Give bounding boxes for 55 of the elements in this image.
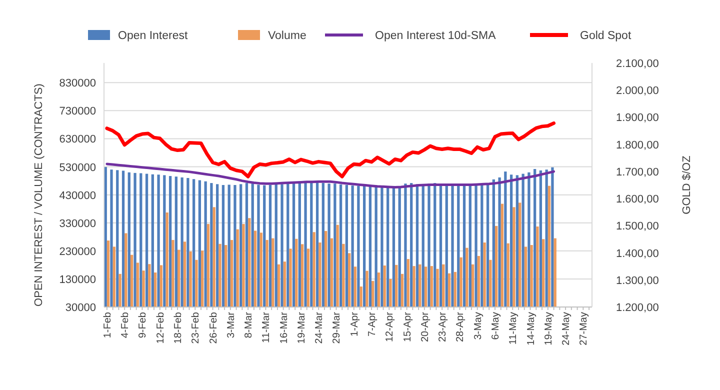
x-tick-label: 20-Apr — [420, 311, 431, 342]
line-series — [106, 162, 556, 188]
x-tick-label: 19-May — [543, 312, 554, 346]
y-tick-label: 130000 — [59, 274, 96, 286]
legend-label: Gold Spot — [580, 30, 632, 42]
y2-axis-title: GOLD $/OZ — [681, 155, 693, 214]
y2-tick-label: 1.400,00 — [616, 248, 659, 260]
x-tick-label: 12-Feb — [155, 312, 166, 344]
y-tick-label: 330000 — [59, 218, 96, 230]
y-tick-label: 730000 — [59, 106, 96, 118]
x-tick-label: 14-May — [526, 312, 537, 346]
x-tick-label: 11-Mar — [261, 311, 272, 343]
y-tick-label: 30000 — [65, 302, 96, 314]
y2-tick-label: 1.700,00 — [616, 166, 659, 178]
legend-label: Open Interest — [118, 30, 188, 42]
x-tick-label: 19-Mar — [296, 311, 308, 344]
line-series — [105, 121, 556, 178]
x-tick-label: 3-Mar — [226, 311, 237, 338]
y2-tick-label: 2.000,00 — [616, 85, 659, 98]
y-tick-label: 830000 — [59, 78, 96, 90]
y-axis-title: OPEN INTEREST / VOLUME (CONTRACTS) — [33, 84, 45, 306]
legend-label: Open Interest 10d-SMA — [375, 30, 496, 42]
y-tick-label: 430000 — [59, 190, 96, 202]
x-tick-label: 9-Feb — [138, 312, 149, 338]
x-tick-label: 24-Mar — [314, 311, 326, 344]
y2-tick-label: 1.900,00 — [616, 112, 659, 124]
x-tick-label: 11-May — [508, 312, 520, 345]
x-tick-label: 3-May — [472, 312, 484, 340]
x-tick-label: 16-Mar — [278, 311, 290, 344]
y2-tick-label: 1.600,00 — [616, 194, 659, 206]
y2-tick-label: 1.800,00 — [616, 139, 659, 152]
x-tick-label: 15-Apr — [402, 311, 414, 342]
x-tick-label: 28-Apr — [455, 311, 466, 342]
x-tick-label: 29-Mar — [332, 311, 343, 344]
x-tick-label: 12-Apr — [384, 311, 396, 342]
y2-tick-label: 1.200,00 — [616, 302, 659, 314]
legend-label: Volume — [268, 30, 306, 42]
y2-tick-label: 2.100,00 — [616, 58, 659, 70]
y-tick-label: 230000 — [59, 246, 96, 258]
x-tick-label: 1-Feb — [102, 312, 114, 338]
x-tick-label: 6-May — [490, 312, 502, 340]
y-tick-label: 630000 — [59, 134, 96, 146]
x-tick-label: 23-Feb — [190, 312, 202, 344]
x-tick-label: 7-Apr — [367, 311, 378, 336]
x-tick-label: 23-Apr — [438, 311, 449, 342]
y2-tick-label: 1.500,00 — [616, 220, 659, 233]
y-tick-label: 530000 — [59, 162, 96, 174]
x-tick-label: 4-Feb — [120, 312, 132, 338]
x-tick-label: 8-Mar — [244, 311, 255, 338]
x-tick-label: 27-May — [578, 312, 590, 346]
x-tick-label: 26-Feb — [208, 312, 220, 344]
x-tick-label: 1-Apr — [349, 311, 360, 336]
y2-tick-label: 1.300,00 — [616, 274, 659, 287]
x-tick-label: 18-Feb — [172, 312, 184, 344]
x-tick-label: 24-May — [561, 312, 572, 346]
